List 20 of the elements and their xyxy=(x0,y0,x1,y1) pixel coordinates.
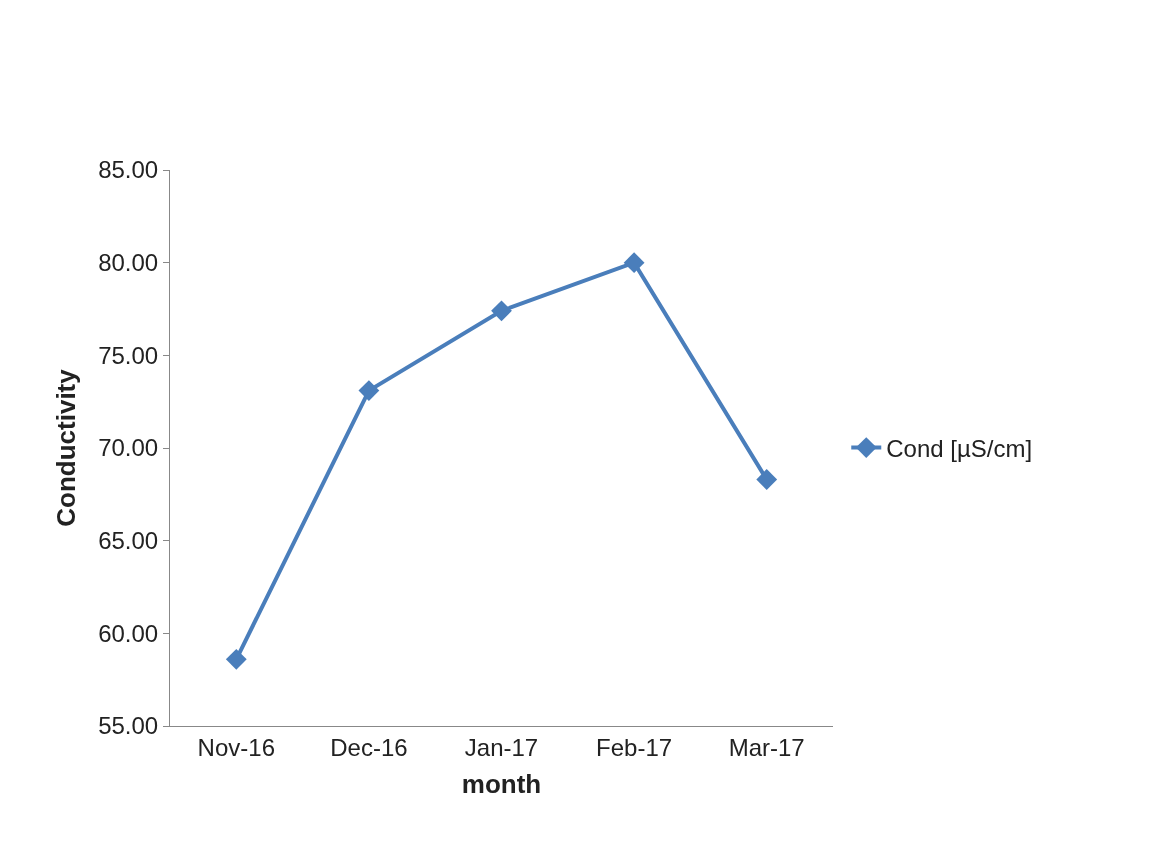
x-tick-label: Mar-17 xyxy=(728,733,805,761)
legend-label: Cond [µS/cm] xyxy=(886,434,1033,462)
y-tick-label: 80.00 xyxy=(98,249,159,277)
y-tick-label: 75.00 xyxy=(98,341,159,369)
x-tick-label: Jan-17 xyxy=(464,733,539,761)
point xyxy=(756,469,778,490)
x-tick-label: Dec-16 xyxy=(330,733,408,761)
y-tick-label: 65.00 xyxy=(98,527,159,555)
y-tick-label: 60.00 xyxy=(98,619,159,647)
point xyxy=(623,252,645,274)
point xyxy=(491,300,512,322)
x-tick-label: Nov-16 xyxy=(197,733,275,761)
x-tick-label: Feb-17 xyxy=(596,733,673,761)
x-axis-title: month xyxy=(461,769,542,800)
point xyxy=(225,648,247,670)
y-axis-title: Conductivity xyxy=(50,368,81,527)
y-tick-label: 85.00 xyxy=(98,156,159,184)
y-tick-label: 55.00 xyxy=(98,712,159,740)
point xyxy=(358,380,380,401)
y-tick-label: 70.00 xyxy=(98,434,159,462)
